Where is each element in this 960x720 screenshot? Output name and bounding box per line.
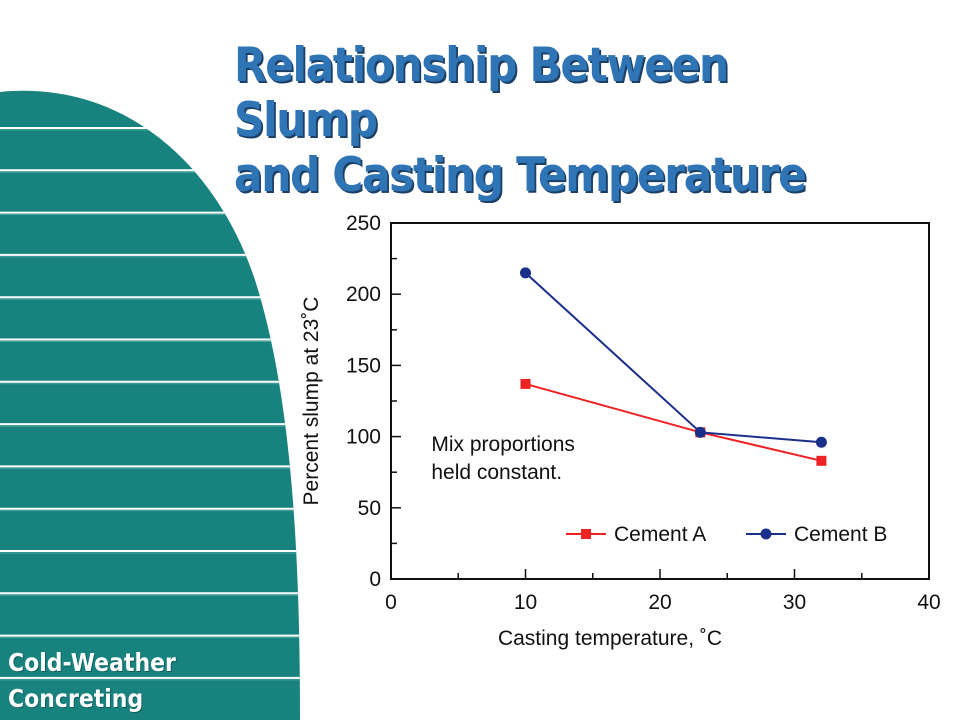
y-tick-label: 150 bbox=[346, 354, 381, 377]
series-cement-a-point bbox=[520, 378, 531, 389]
series-cement-b-point bbox=[520, 267, 531, 279]
y-tick-label: 0 bbox=[369, 568, 381, 591]
y-tick-label: 100 bbox=[346, 426, 381, 449]
footer-label: Cold-Weather Concreting bbox=[8, 645, 176, 717]
decorative-banded-arc bbox=[0, 90, 300, 720]
x-tick-label: 0 bbox=[385, 591, 397, 614]
x-tick-label: 30 bbox=[783, 591, 806, 614]
legend-marker bbox=[581, 529, 591, 539]
slide-title: Relationship Between Slump and Casting T… bbox=[234, 38, 882, 203]
title-line-2: and Casting Temperature bbox=[234, 148, 807, 203]
y-axis-label: Percent slump at 23˚C bbox=[300, 297, 323, 506]
legend-marker bbox=[760, 528, 772, 540]
series-cement-a-point bbox=[816, 455, 827, 466]
legend-label: Cement B bbox=[794, 523, 887, 546]
title-line-1: Relationship Between Slump bbox=[234, 38, 729, 148]
footer-line-1: Cold-Weather bbox=[8, 648, 176, 677]
x-axis-label: Casting temperature, ˚C bbox=[498, 627, 722, 650]
x-tick-label: 20 bbox=[648, 591, 671, 614]
slump-temperature-chart: 0 10 20 30 40 0 50 100 150 200 250 Casting temperat… bbox=[300, 212, 941, 650]
series-cement-b-line bbox=[524, 272, 822, 444]
y-tick-label: 50 bbox=[358, 497, 381, 520]
annotation-line-1: Mix proportions bbox=[431, 433, 575, 456]
x-tick-label: 40 bbox=[917, 591, 940, 614]
series-cement-b-point bbox=[694, 426, 706, 438]
legend-label: Cement A bbox=[614, 523, 706, 546]
y-tick-label: 250 bbox=[346, 212, 381, 235]
footer-line-2: Concreting bbox=[8, 684, 144, 713]
x-tick-label: 10 bbox=[514, 591, 537, 614]
annotation-line-2: held constant. bbox=[431, 461, 562, 484]
series-cement-b-point bbox=[815, 436, 827, 448]
y-tick-label: 200 bbox=[346, 283, 381, 306]
